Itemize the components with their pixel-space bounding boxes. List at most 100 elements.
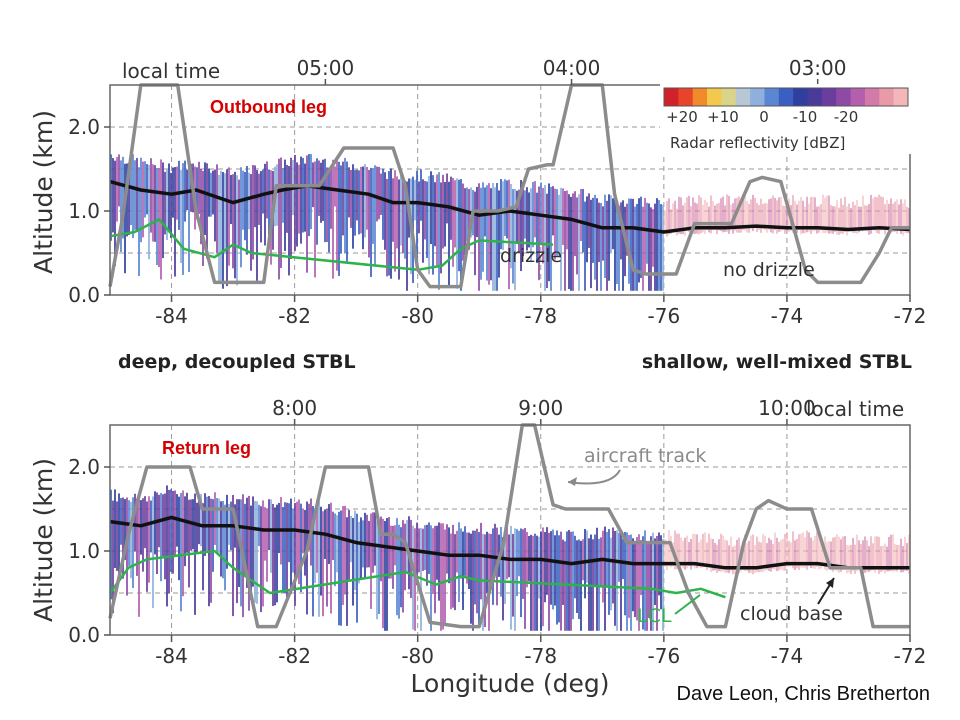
radar-column xyxy=(884,543,886,574)
radar-column xyxy=(548,183,550,282)
radar-column xyxy=(454,180,456,248)
radar-column xyxy=(304,163,306,232)
radar-column xyxy=(906,206,908,234)
radar-column xyxy=(690,538,692,570)
radar-column xyxy=(614,530,616,626)
radar-column xyxy=(608,194,610,281)
radar-column xyxy=(320,506,322,596)
radar-column xyxy=(480,187,482,280)
radar-column xyxy=(380,173,382,215)
radar-column xyxy=(160,492,162,582)
radar-column xyxy=(142,498,144,572)
radar-column xyxy=(160,159,162,280)
radar-column xyxy=(130,501,132,579)
radar-column xyxy=(710,195,712,234)
radar-column xyxy=(366,514,368,568)
y-tick-label: 1.0 xyxy=(68,539,100,563)
radar-column xyxy=(680,537,682,567)
radar-column xyxy=(236,175,238,286)
radar-column xyxy=(892,203,894,232)
radar-column xyxy=(810,537,812,568)
radar-column xyxy=(168,489,170,594)
radar-column xyxy=(306,155,308,273)
radar-column xyxy=(584,529,586,599)
cloud-base-line xyxy=(109,515,910,570)
radar-column xyxy=(174,490,176,556)
radar-column xyxy=(494,187,496,291)
radar-column xyxy=(650,536,652,631)
radar-column xyxy=(268,499,270,551)
radar-column xyxy=(334,513,336,587)
radar-column xyxy=(164,171,166,235)
radar-column xyxy=(284,159,286,251)
radar-column xyxy=(364,164,366,238)
x-tick-label: -74 xyxy=(771,304,804,328)
radar-column xyxy=(124,499,126,560)
radar-column xyxy=(356,513,358,623)
radar-column xyxy=(880,546,882,573)
radar-column xyxy=(596,527,598,631)
radar-column xyxy=(220,170,222,284)
radar-column xyxy=(904,199,906,233)
radar-column xyxy=(746,543,748,571)
radar-column xyxy=(294,502,296,606)
radar-column xyxy=(704,532,706,568)
radar-column xyxy=(500,526,502,597)
radar-column xyxy=(430,525,432,631)
radar-column xyxy=(538,186,540,281)
radar-column xyxy=(510,525,512,630)
x-axis-title: Longitude (deg) xyxy=(411,669,610,698)
radar-column xyxy=(136,498,138,576)
y-tick-label: 0.0 xyxy=(68,283,100,307)
radar-column xyxy=(418,181,420,234)
radar-column xyxy=(404,180,406,259)
colorbar-tick-label: +10 xyxy=(707,108,739,126)
x-tick-label: -82 xyxy=(278,304,311,328)
radar-column xyxy=(754,197,756,229)
radar-column xyxy=(784,533,786,571)
radar-column xyxy=(444,529,446,625)
radar-column xyxy=(326,167,328,243)
radar-column xyxy=(898,204,900,231)
radar-column xyxy=(118,493,120,578)
radar-column xyxy=(320,162,322,223)
radar-column xyxy=(680,197,682,235)
radar-column xyxy=(906,543,908,571)
radar-column xyxy=(596,198,598,291)
radar-column xyxy=(584,201,586,291)
radar-column xyxy=(614,198,616,291)
radar-column xyxy=(556,530,558,625)
colorbar-swatch xyxy=(764,88,780,106)
radar-column xyxy=(396,176,398,249)
radar-column xyxy=(358,521,360,584)
radar-column xyxy=(706,202,708,230)
radar-column xyxy=(806,530,808,570)
radar-column xyxy=(282,167,284,223)
radar-column xyxy=(860,543,862,572)
radar-column xyxy=(866,540,868,572)
radar-column xyxy=(276,504,278,603)
y-tick-label: 1.0 xyxy=(68,199,100,223)
radar-column xyxy=(836,200,838,235)
radar-column xyxy=(616,530,618,631)
y-axis-title: Altitude (km) xyxy=(29,458,58,622)
radar-column xyxy=(840,198,842,234)
x-tick-label: -80 xyxy=(401,304,434,328)
radar-column xyxy=(678,533,680,568)
radar-column xyxy=(842,204,844,234)
radar-column xyxy=(188,159,190,272)
radar-column xyxy=(842,536,844,570)
radar-column xyxy=(558,194,560,257)
radar-column xyxy=(144,496,146,549)
radar-column xyxy=(330,166,332,229)
radar-column xyxy=(778,197,780,232)
radar-column xyxy=(258,173,260,225)
colorbar-swatch xyxy=(821,88,837,106)
radar-column xyxy=(278,502,280,554)
radar-column xyxy=(202,170,204,266)
radar-column xyxy=(244,171,246,241)
radar-column xyxy=(652,209,654,267)
radar-column xyxy=(190,163,192,212)
radar-column xyxy=(342,506,344,605)
radar-column xyxy=(828,195,830,234)
